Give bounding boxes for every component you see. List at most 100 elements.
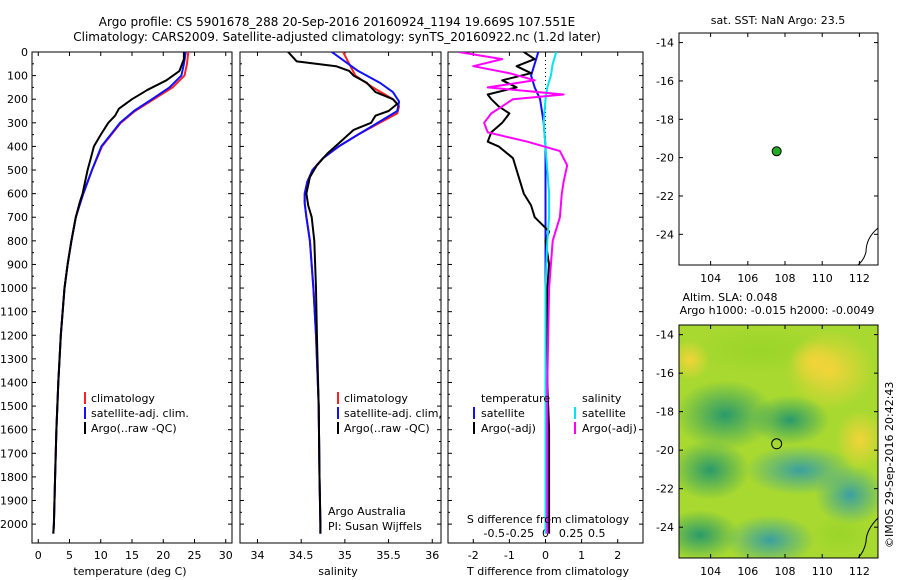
depth-tick-label: 900 <box>7 258 28 271</box>
map-y-tick-label: -22 <box>656 483 674 496</box>
map-y-tick-label: -24 <box>656 521 674 534</box>
map-y-tick-label: -22 <box>656 190 674 203</box>
map-y-tick-label: -18 <box>656 113 674 126</box>
annotation-argo-australia: Argo Australia <box>328 505 406 518</box>
x-tick-label: 15 <box>125 549 139 562</box>
depth-tick-label: 100 <box>7 70 28 83</box>
argo-float-position <box>771 438 783 450</box>
x-tick-label: 36 <box>425 549 439 562</box>
depth-tick-label: 2000 <box>0 518 28 531</box>
x-top-tick-label: 0.25 <box>559 527 584 540</box>
map-x-tick-label: 104 <box>700 565 721 578</box>
map-x-tick-label: 108 <box>775 272 796 285</box>
depth-tick-label: 700 <box>7 211 28 224</box>
series-line-argo-raw-qc- <box>287 52 399 534</box>
argo-float-position <box>771 146 782 157</box>
sst-map-coastline <box>857 227 879 266</box>
temperature-legend: climatology satellite-adj. clim. Argo(..… <box>84 392 189 435</box>
map-y-tick-label: -14 <box>656 329 674 342</box>
map-y-tick-label: -20 <box>656 444 674 457</box>
salinity-plot-frame <box>239 51 442 544</box>
legend-label-argo: Argo(..raw -QC) <box>344 422 430 435</box>
sla-map-title-2: Argo h1000: -0.015 h2000: -0.0049 <box>680 304 875 317</box>
x-top-tick-label: 0.5 <box>588 527 606 540</box>
map-y-tick-label: -14 <box>656 37 674 50</box>
depth-tick-label: 300 <box>7 117 28 130</box>
profile-lines-group <box>52 52 569 543</box>
x-tick-label: 35 <box>338 549 352 562</box>
series-group <box>52 52 190 534</box>
x-tick-label: 25 <box>188 549 202 562</box>
legend-title-salinity: salinity <box>582 392 622 405</box>
x-top-tick-label: -0.25 <box>506 527 534 540</box>
legend-title-temperature: temperature <box>481 392 550 405</box>
sla-map-coastline <box>857 517 879 559</box>
map-x-tick-label: 104 <box>700 272 721 285</box>
depth-tick-label: 0 <box>21 46 28 59</box>
temperature-plot-frame <box>31 51 233 544</box>
sla-map-field <box>679 325 878 558</box>
legend-label-s-satellite: satellite <box>582 407 626 420</box>
map-x-tick-label: 112 <box>849 272 870 285</box>
map-x-tick-label: 106 <box>737 565 758 578</box>
x-top-tick-label: -0.5 <box>483 527 504 540</box>
map-y-tick-label: -16 <box>656 75 674 88</box>
depth-tick-label: 600 <box>7 188 28 201</box>
difference-xlabel: T difference from climatology <box>466 565 629 578</box>
map-y-tick-label: -20 <box>656 152 674 165</box>
salinity-legend: climatology satellite-adj. clim. Argo(..… <box>328 392 442 533</box>
depth-tick-label: 1900 <box>0 495 28 508</box>
legend-label-t-argo: Argo(-adj) <box>481 422 536 435</box>
series-group <box>287 52 401 534</box>
map-x-tick-label: 110 <box>812 272 833 285</box>
x-tick-label: 2 <box>614 549 621 562</box>
imos-credit: ©IMOS 29-Sep-2016 20:42:43 <box>883 382 896 548</box>
difference-legend: temperature salinity satellite Argo(-adj… <box>467 392 637 526</box>
x-tick-label: 34.5 <box>289 549 314 562</box>
x-tick-label: 0 <box>35 549 42 562</box>
x-tick-label: -2 <box>468 549 479 562</box>
legend-label-s-argo: Argo(-adj) <box>582 422 637 435</box>
map-x-tick-label: 106 <box>737 272 758 285</box>
legend-label-satellite: satellite-adj. clim. <box>344 407 442 420</box>
x-tick-label: 1 <box>578 549 585 562</box>
depth-tick-label: 1200 <box>0 329 28 342</box>
depth-tick-label: 1500 <box>0 400 28 413</box>
x-tick-label: -1 <box>504 549 515 562</box>
salinity-xlabel: salinity <box>318 565 358 578</box>
map-x-tick-label: 108 <box>775 565 796 578</box>
depth-tick-label: 1000 <box>0 282 28 295</box>
x-tick-label: 5 <box>66 549 73 562</box>
difference-top-xlabel: S difference from climatology <box>467 513 630 526</box>
depth-tick-label: 800 <box>7 235 28 248</box>
map-y-tick-label: -16 <box>656 367 674 380</box>
x-tick-label: 34 <box>250 549 264 562</box>
legend-label-argo: Argo(..raw -QC) <box>91 422 177 435</box>
map-x-tick-label: 112 <box>849 565 870 578</box>
legend-label-climatology: climatology <box>91 392 155 405</box>
depth-tick-label: 1700 <box>0 447 28 460</box>
figure-title-line1: Argo profile: CS 5901678_288 20-Sep-2016… <box>99 15 575 29</box>
depth-tick-label: 500 <box>7 164 28 177</box>
depth-tick-label: 400 <box>7 140 28 153</box>
x-tick-label: 20 <box>156 549 170 562</box>
x-tick-label: 35.5 <box>376 549 401 562</box>
depth-tick-label: 1600 <box>0 424 28 437</box>
legend-label-t-satellite: satellite <box>481 407 525 420</box>
depth-tick-label: 200 <box>7 93 28 106</box>
map-y-tick-label: -24 <box>656 228 674 241</box>
map-y-tick-label: -18 <box>656 406 674 419</box>
temperature-xlabel: temperature (deg C) <box>73 565 186 578</box>
sla-map-title-1: Altim. SLA: 0.048 <box>682 291 777 304</box>
depth-tick-label: 1400 <box>0 376 28 389</box>
depth-tick-label: 1100 <box>0 306 28 319</box>
x-tick-label: 10 <box>94 549 108 562</box>
x-tick-label: 30 <box>219 549 233 562</box>
depth-tick-label: 1300 <box>0 353 28 366</box>
legend-label-satellite: satellite-adj. clim. <box>91 407 189 420</box>
series-line-argo-raw-qc- <box>52 52 185 534</box>
depth-tick-label: 1800 <box>0 471 28 484</box>
series-group <box>458 52 569 543</box>
sst-map-title: sat. SST: NaN Argo: 23.5 <box>711 14 845 27</box>
